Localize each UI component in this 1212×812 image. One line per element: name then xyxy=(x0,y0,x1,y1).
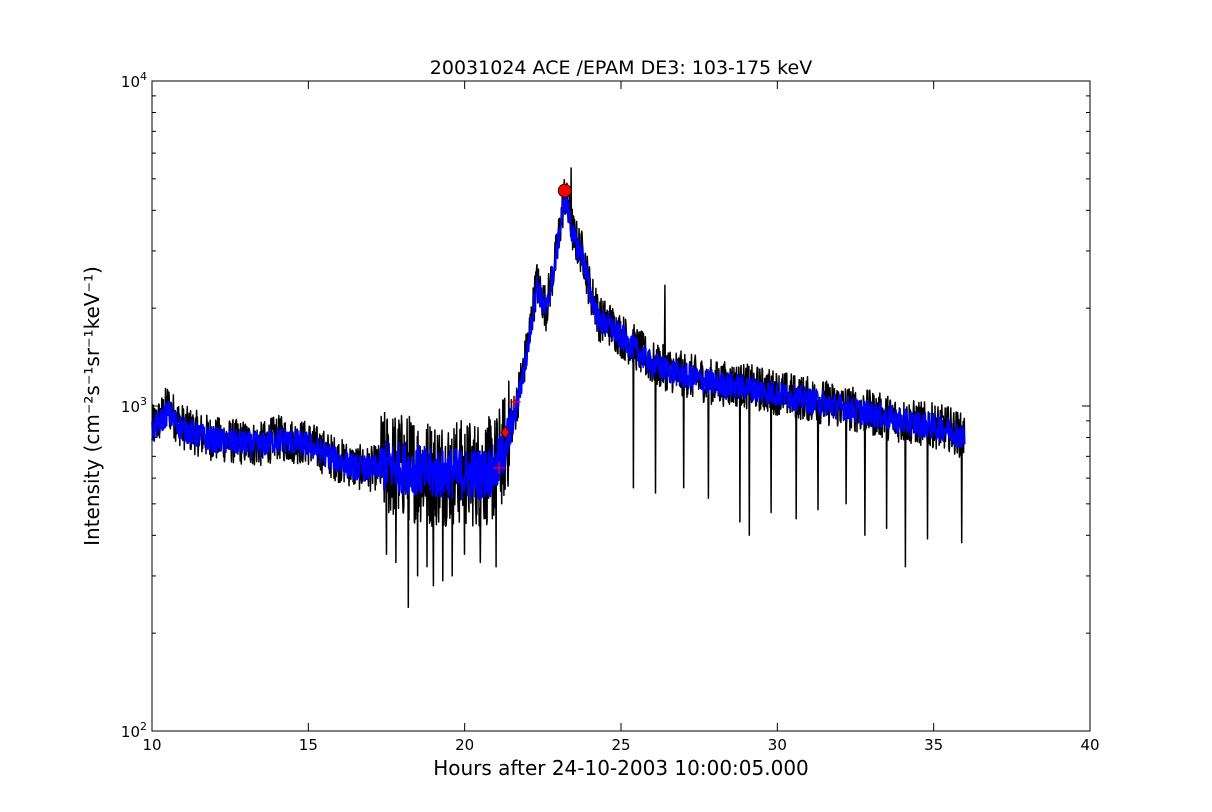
x-axis-label: Hours after 24-10-2003 10:00:05.000 xyxy=(433,756,809,780)
peak-marker xyxy=(557,183,572,198)
y-tick-label: 102 xyxy=(121,720,147,741)
axis-ticks: 10 15 20 25 30 35 40 102 103 104 xyxy=(121,70,1100,754)
chart-title: 20031024 ACE /EPAM DE3: 103-175 keV xyxy=(430,57,812,79)
plus-marker-3 xyxy=(493,461,506,474)
plot-area xyxy=(151,167,966,609)
x-tick-label: 40 xyxy=(1080,736,1099,754)
x-tick-label: 10 xyxy=(142,736,161,754)
y-axis-label: Intensity (cm⁻²s⁻¹sr⁻¹keV⁻¹) xyxy=(80,266,104,546)
y-tick-label: 104 xyxy=(121,70,147,91)
plus-marker-2 xyxy=(508,395,521,408)
x-tick-label: 25 xyxy=(611,736,630,754)
axes-frame xyxy=(151,80,1091,732)
x-tick-label: 20 xyxy=(455,736,474,754)
y-tick-label: 103 xyxy=(121,395,147,416)
x-tick-label: 15 xyxy=(299,736,318,754)
x-tick-label: 35 xyxy=(924,736,943,754)
x-tick-label: 30 xyxy=(768,736,787,754)
series-smoothed-line xyxy=(151,188,966,501)
onset-marker xyxy=(500,425,511,439)
